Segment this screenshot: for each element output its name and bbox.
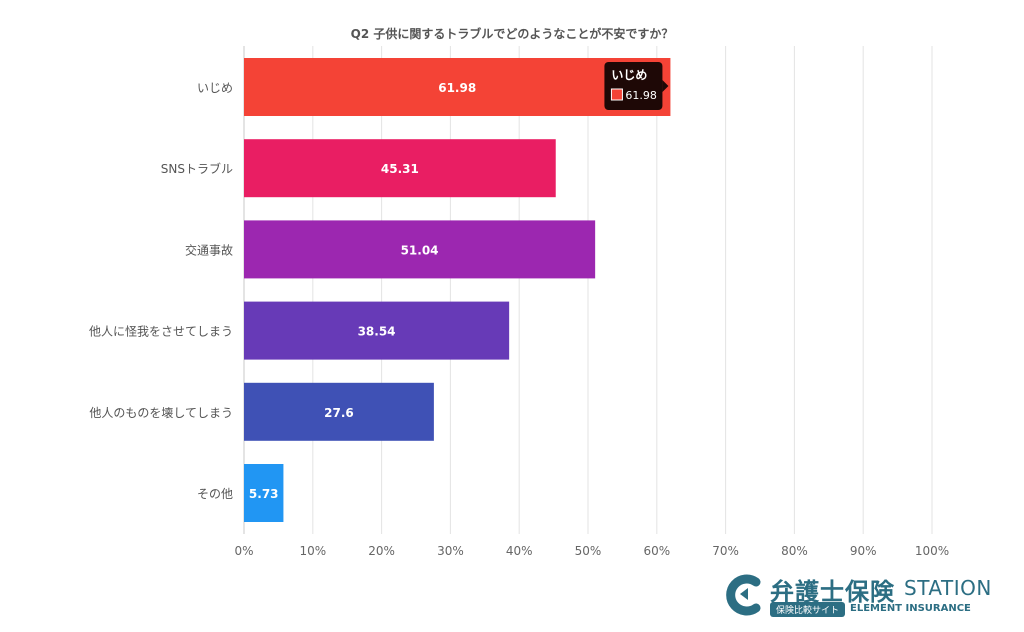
brand-english-name: ELEMENT INSURANCE bbox=[850, 603, 971, 614]
data-label: 51.04 bbox=[401, 243, 439, 257]
logo-mark-icon bbox=[726, 574, 761, 616]
chart-title: Q2 子供に関するトラブルでどのようなことが不安ですか？ bbox=[351, 26, 674, 41]
data-label: 45.31 bbox=[381, 162, 419, 176]
category-label: SNSトラブル bbox=[161, 161, 233, 176]
category-label: いじめ bbox=[197, 81, 233, 95]
x-tick-label: 80% bbox=[781, 544, 808, 558]
category-label: 他人のものを壊してしまう bbox=[89, 406, 233, 420]
bar bbox=[244, 220, 596, 279]
category-label: 交通事故 bbox=[185, 242, 233, 257]
bar bbox=[244, 139, 556, 198]
tooltip-swatch bbox=[610, 88, 623, 101]
brand-name: 弁護士保険 bbox=[770, 578, 895, 606]
data-label: 27.6 bbox=[324, 406, 354, 420]
x-tick-label: 0% bbox=[234, 544, 253, 558]
x-tick-label: 90% bbox=[850, 544, 877, 558]
tooltip-title: いじめ bbox=[611, 68, 647, 82]
x-tick-label: 100% bbox=[915, 544, 949, 558]
x-tick-label: 30% bbox=[437, 544, 464, 558]
data-label: 5.73 bbox=[249, 487, 279, 501]
brand-station: STATION bbox=[904, 576, 992, 600]
brand-logo: 弁護士保険 STATION 保険比較サイト ELEMENT INSURANCE bbox=[726, 572, 1016, 620]
x-tick-label: 10% bbox=[299, 544, 326, 558]
x-tick-label: 40% bbox=[506, 544, 533, 558]
x-tick-label: 20% bbox=[368, 544, 395, 558]
bar bbox=[244, 301, 510, 360]
x-tick-label: 50% bbox=[575, 544, 602, 558]
brand-tagline-badge: 保険比較サイト bbox=[770, 602, 846, 617]
tooltip-caret bbox=[662, 80, 669, 92]
data-label: 38.54 bbox=[358, 325, 396, 339]
category-label: その他 bbox=[197, 487, 233, 501]
category-label: 他人に怪我をさせてしまう bbox=[89, 325, 233, 339]
x-tick-label: 70% bbox=[712, 544, 739, 558]
tooltip-value: 61.98 bbox=[625, 89, 657, 102]
bar bbox=[244, 464, 284, 522]
bar bbox=[244, 58, 671, 116]
bar bbox=[244, 382, 434, 441]
data-label: 61.98 bbox=[438, 81, 476, 95]
x-tick-label: 60% bbox=[643, 544, 670, 558]
